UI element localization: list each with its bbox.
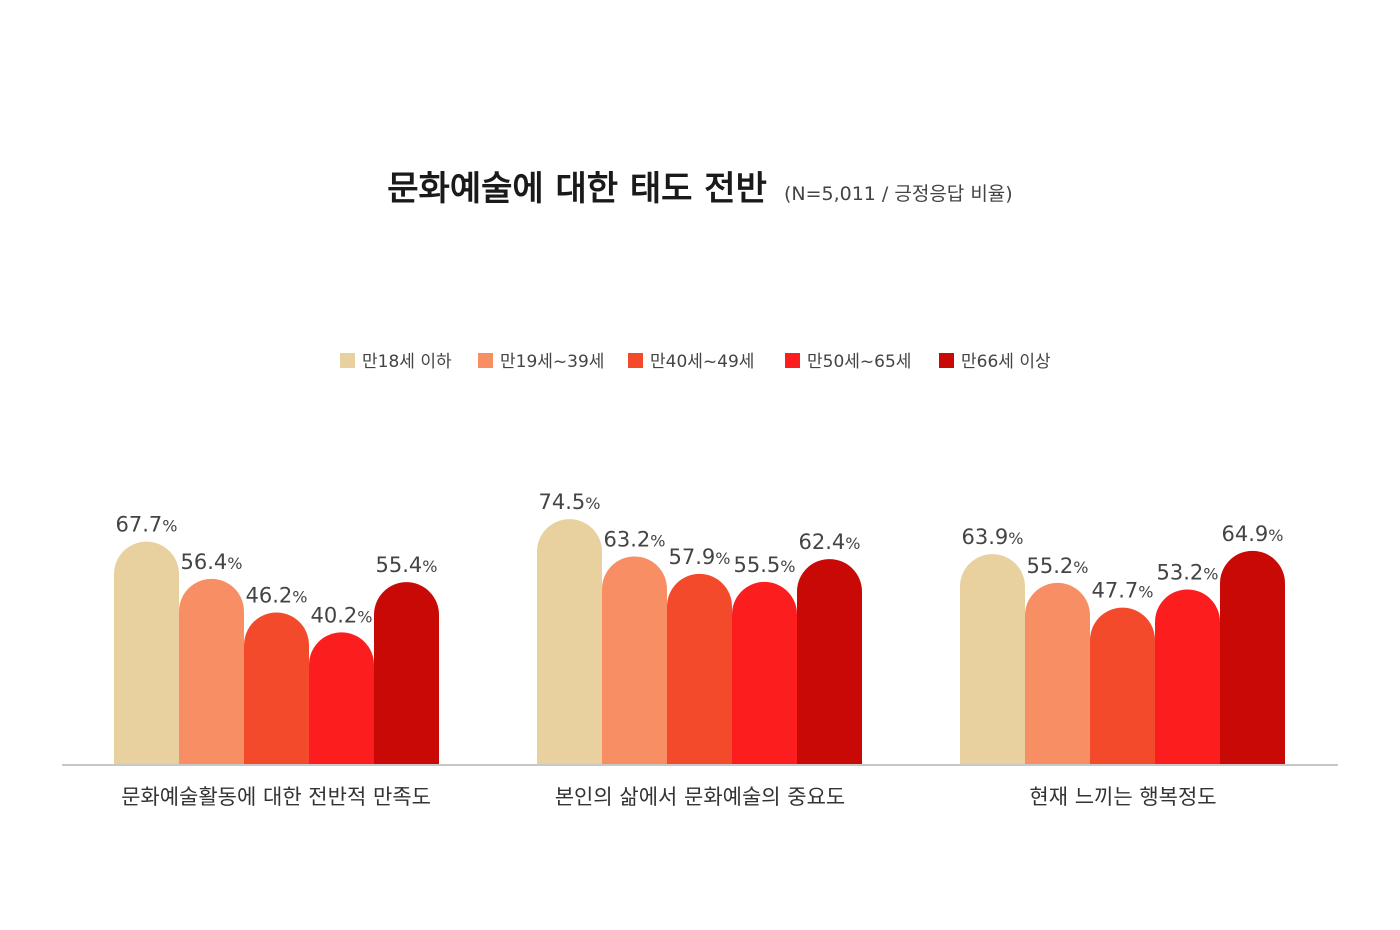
legend-label: 만18세 이하: [362, 352, 452, 372]
data-label: 53.2%: [1157, 560, 1219, 584]
data-label: 40.2%: [311, 603, 373, 627]
legend-swatch: [340, 353, 355, 368]
bar: [114, 541, 179, 765]
legend-label: 만50세~65세: [807, 352, 911, 372]
category-labels: 문화예술활동에 대한 전반적 만족도 본인의 삶에서 문화예술의 중요도 현재 느끼…: [121, 785, 1217, 809]
data-label: 67.7%: [116, 513, 178, 537]
data-label: 63.2%: [604, 527, 666, 551]
legend-swatch: [939, 353, 954, 368]
chart-subtitle: (N=5,011 / 긍정응답 비율): [784, 183, 1013, 205]
bar: [1090, 607, 1155, 765]
bar: [667, 573, 732, 765]
bar: [374, 582, 439, 765]
bar: [179, 578, 244, 765]
bar: [244, 612, 309, 765]
data-label: 46.2%: [246, 584, 308, 608]
legend-label: 만19세~39세: [500, 352, 604, 372]
bar: [1025, 582, 1090, 765]
legend-swatch: [478, 353, 493, 368]
bar: [1155, 589, 1220, 765]
data-label: 47.7%: [1092, 579, 1154, 603]
data-label: 64.9%: [1222, 522, 1284, 546]
bar: [732, 581, 797, 765]
legend-swatch: [785, 353, 800, 368]
data-label: 63.9%: [962, 525, 1024, 549]
chart-title-main: 문화예술에 대한 태도 전반: [387, 169, 767, 209]
data-label: 56.4%: [181, 550, 243, 574]
category-label: 현재 느끼는 행복정도: [1029, 785, 1216, 809]
bars: [114, 519, 1285, 765]
data-label: 74.5%: [539, 490, 601, 514]
data-label: 57.9%: [669, 545, 731, 569]
chart-title: 문화예술에 대한 태도 전반 (N=5,011 / 긍정응답 비율): [387, 169, 1012, 209]
data-label: 55.2%: [1027, 554, 1089, 578]
data-label: 55.5%: [734, 553, 796, 577]
category-label: 문화예술활동에 대한 전반적 만족도: [121, 785, 431, 809]
bar: [602, 556, 667, 765]
legend-label: 만40세~49세: [650, 352, 754, 372]
category-label: 본인의 삶에서 문화예술의 중요도: [555, 785, 846, 809]
legend: 만18세 이하 만19세~39세 만40세~49세 만50세~65세 만66세 이상: [340, 352, 1051, 372]
legend-swatch: [628, 353, 643, 368]
bar: [797, 559, 862, 765]
bar: [1220, 550, 1285, 765]
value-labels: 67.7%56.4%46.2%40.2% 55.4% 74.5%63.2%57.9%…: [116, 490, 1284, 627]
data-label: 55.4%: [376, 553, 438, 577]
bar: [960, 554, 1025, 765]
legend-label: 만66세 이상: [961, 352, 1051, 372]
data-label: 62.4%: [799, 530, 861, 554]
bar: [309, 632, 374, 765]
bar: [537, 519, 602, 765]
